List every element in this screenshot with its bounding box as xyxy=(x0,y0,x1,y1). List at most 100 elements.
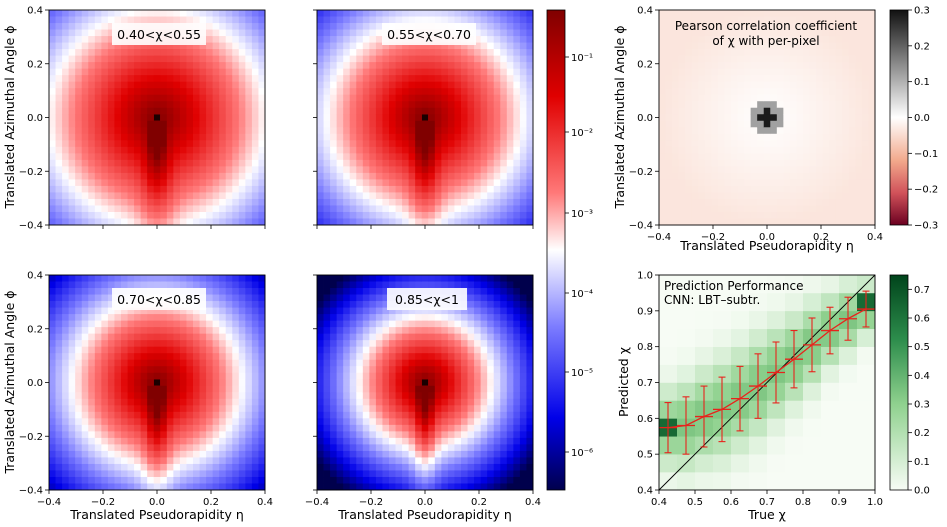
heatmap-cell xyxy=(382,75,390,83)
heatmap-cell xyxy=(474,476,482,484)
heatmap-cell xyxy=(408,450,416,458)
heatmap-cell xyxy=(356,405,364,413)
heatmap-cell xyxy=(62,333,70,341)
heatmap-cell xyxy=(186,327,194,335)
heatmap-cell xyxy=(107,470,115,478)
heatmap-cell xyxy=(127,49,135,57)
heatmap-cell xyxy=(166,437,174,445)
heatmap-cell xyxy=(107,405,115,413)
heatmap-cell xyxy=(101,120,109,128)
correlation-cell xyxy=(776,36,784,43)
heatmap-cell xyxy=(81,450,89,458)
correlation-cell xyxy=(750,172,758,180)
heatmap-cell xyxy=(173,172,181,180)
heatmap-cell xyxy=(467,127,475,135)
heatmap-cell xyxy=(134,62,142,70)
heatmap-cell xyxy=(454,218,462,226)
correlation-cell xyxy=(750,198,758,206)
heatmap-cell xyxy=(153,179,161,187)
heatmap-cell xyxy=(173,281,181,289)
heatmap-cell xyxy=(343,444,351,452)
heatmap-cell xyxy=(49,359,56,367)
heatmap-cell xyxy=(251,444,259,452)
correlation-cell xyxy=(770,172,778,180)
heatmap-cell xyxy=(140,192,148,200)
heatmap-cell xyxy=(166,359,174,367)
heatmap-cell xyxy=(415,192,423,200)
heatmap-cell xyxy=(68,398,76,406)
heatmap-cell xyxy=(493,146,501,154)
heatmap-cell xyxy=(506,205,514,213)
heatmap-cell xyxy=(395,372,403,380)
heatmap-cell xyxy=(121,62,128,70)
heatmap-cell xyxy=(330,444,338,452)
heatmap-cell xyxy=(369,398,377,406)
heatmap-cell xyxy=(81,340,89,348)
heatmap-cell xyxy=(349,444,357,452)
heatmap-cell xyxy=(258,55,266,63)
heatmap-cell xyxy=(238,75,246,83)
heatmap-cell xyxy=(343,114,351,122)
correlation-cell xyxy=(717,107,725,115)
heatmap-cell xyxy=(513,81,521,89)
heatmap-cell xyxy=(75,385,83,393)
heatmap-cell xyxy=(349,398,357,406)
heatmap-cell xyxy=(134,75,142,83)
heatmap-cell xyxy=(127,314,135,322)
heatmap-cell xyxy=(75,457,83,465)
heatmap-cell xyxy=(454,88,462,96)
heatmap-cell xyxy=(480,166,488,174)
heatmap-cell xyxy=(434,327,442,335)
heatmap-cell xyxy=(212,483,220,491)
heatmap-cell xyxy=(447,179,455,187)
heatmap-cell xyxy=(375,185,383,193)
heatmap-cell xyxy=(179,411,187,419)
heatmap-cell xyxy=(336,198,344,206)
heatmap-cell xyxy=(121,483,128,491)
heatmap-cell xyxy=(474,153,482,161)
heatmap-cell xyxy=(238,483,246,491)
heatmap-cell xyxy=(114,10,122,17)
heatmap-cell xyxy=(219,418,227,426)
heatmap-cell xyxy=(428,476,436,484)
heatmap-cell xyxy=(434,314,442,322)
heatmap-cell xyxy=(434,320,442,328)
heatmap-cell xyxy=(68,62,76,70)
heatmap-cell xyxy=(179,120,187,128)
heatmap-cell xyxy=(127,192,135,200)
heatmap-cell xyxy=(395,398,403,406)
heatmap-cell xyxy=(258,185,266,193)
heatmap-cell xyxy=(421,166,429,174)
heatmap-cell xyxy=(402,431,410,439)
heatmap-cell xyxy=(206,75,214,83)
heatmap-cell xyxy=(519,463,527,471)
heatmap-cell xyxy=(493,398,501,406)
heatmap-cell xyxy=(179,392,187,400)
correlation-cell xyxy=(685,172,693,180)
heatmap-cell xyxy=(55,23,63,30)
heatmap-cell xyxy=(121,385,128,393)
heatmap-cell xyxy=(513,385,521,393)
heatmap-cell xyxy=(389,444,396,452)
heatmap-cell xyxy=(212,385,220,393)
correlation-cell xyxy=(724,29,732,37)
heatmap-cell xyxy=(62,133,70,141)
heatmap-cell xyxy=(160,476,168,484)
correlation-cell xyxy=(757,140,765,148)
heatmap-cell xyxy=(389,146,396,154)
heatmap-cell xyxy=(493,333,501,341)
heatmap-cell xyxy=(121,179,128,187)
heatmap-cell xyxy=(238,120,246,128)
heatmap-cell xyxy=(434,88,442,96)
heatmap-cell xyxy=(147,88,155,96)
heatmap-cell xyxy=(428,392,436,400)
heatmap-cell xyxy=(513,327,521,335)
heatmap-cell xyxy=(88,211,96,219)
heatmap-cell xyxy=(526,23,534,30)
correlation-cell xyxy=(757,133,765,141)
heatmap-cell xyxy=(114,211,122,219)
heatmap-cell xyxy=(467,392,475,400)
correlation-cell xyxy=(672,16,680,24)
heatmap-cell xyxy=(382,314,390,322)
heatmap-cell xyxy=(219,172,227,180)
